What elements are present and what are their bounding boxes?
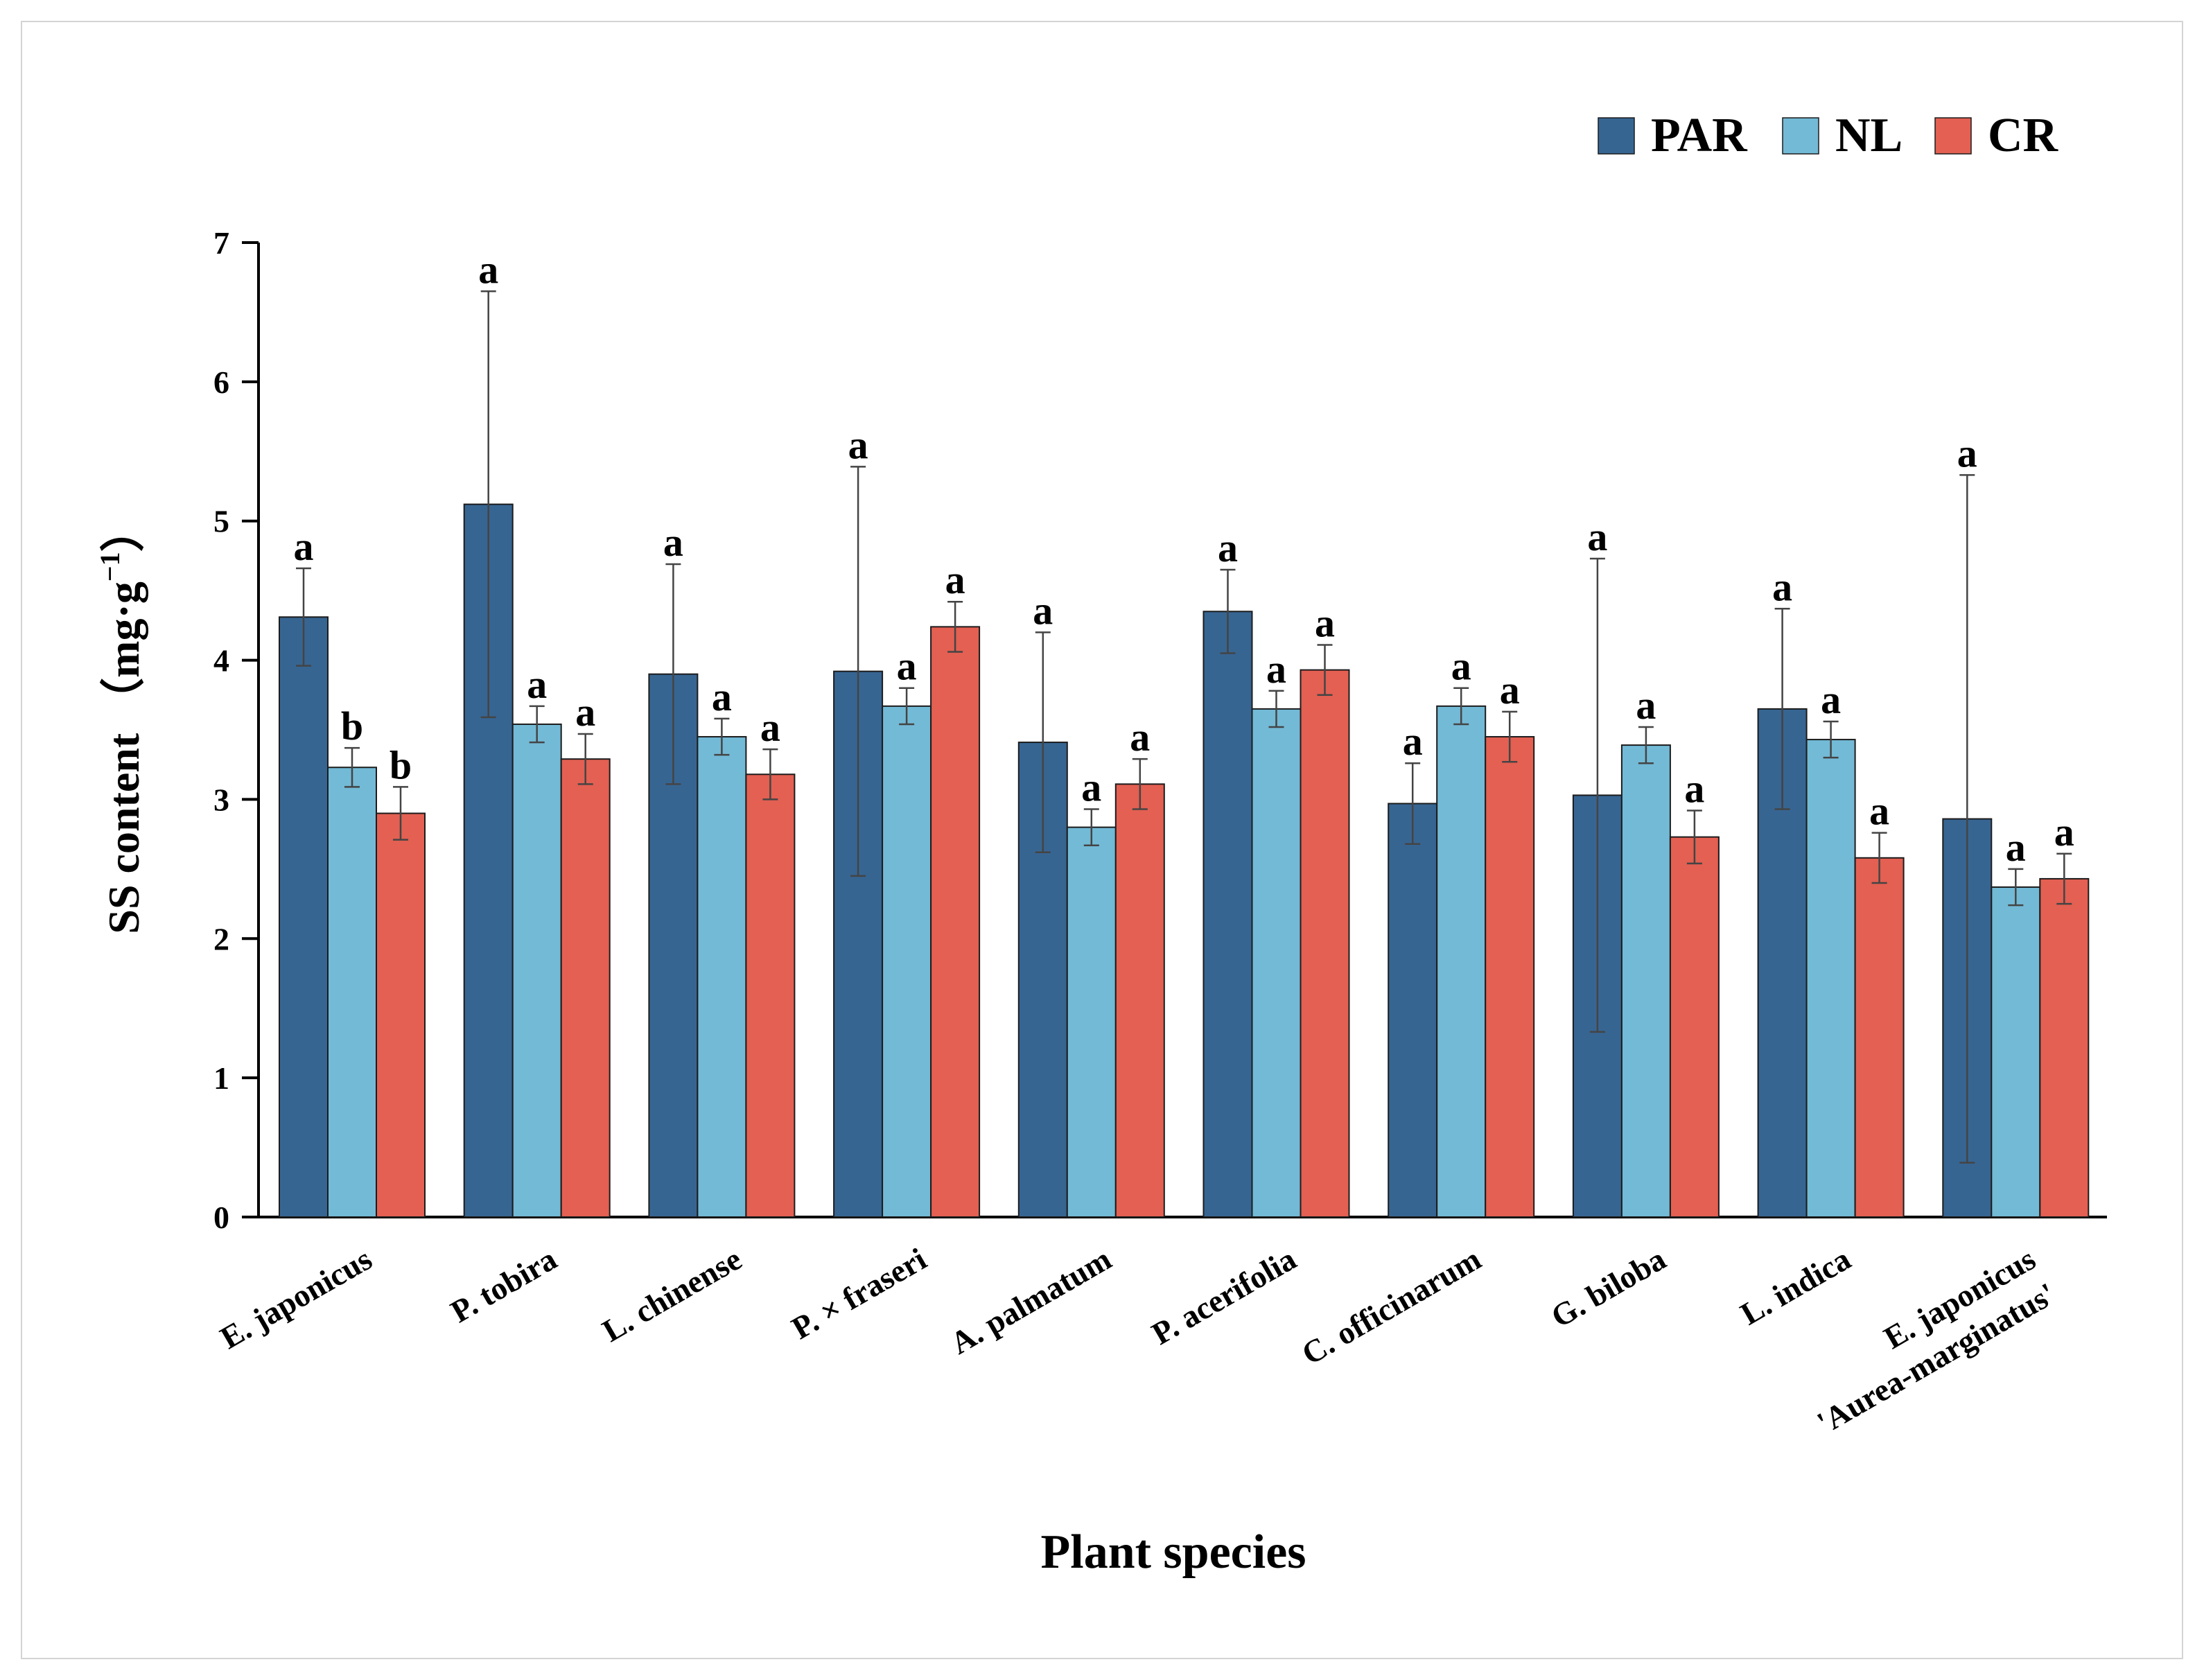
y-tick-label: 4	[213, 643, 229, 679]
x-tick-label-p-acerifolia: P. acerifolia	[1146, 1241, 1302, 1351]
y-axis-label-close: ）	[99, 507, 148, 552]
significance-label: a	[1130, 715, 1150, 760]
significance-label: a	[1266, 647, 1286, 692]
x-tick-label-l-indica: L. indica	[1735, 1241, 1857, 1331]
legend-swatch-cr	[1934, 117, 1972, 155]
significance-label: a	[1403, 719, 1423, 764]
bar-nl	[1620, 744, 1671, 1218]
legend: PAR NL CR	[1598, 109, 2059, 162]
significance-label: a	[848, 422, 868, 467]
y-tick-label: 1	[213, 1060, 229, 1096]
bar-par	[279, 616, 329, 1218]
significance-label: a	[1821, 677, 1841, 722]
bar-cr	[745, 773, 796, 1218]
significance-label: a	[478, 247, 498, 292]
significance-label: a	[575, 690, 595, 735]
bar-cr	[2039, 877, 2090, 1218]
x-tick-label-line: L. chinense	[596, 1241, 747, 1348]
y-tick-label: 0	[213, 1200, 229, 1235]
x-tick-labels: E. japonicus P. tobira L. chinense P. × fra…	[214, 1241, 2061, 1440]
significance-label: a	[1081, 764, 1101, 810]
x-tick-label-line: C. officinarum	[1296, 1241, 1487, 1372]
bar-nl	[1066, 826, 1117, 1218]
bar-cr	[1114, 783, 1165, 1218]
x-tick-label-l-chinense: L. chinense	[596, 1241, 747, 1348]
bar-cr	[376, 812, 426, 1218]
significance-label: a	[945, 557, 965, 602]
x-tick-label-line: P. × fraseri	[786, 1241, 933, 1346]
significance-label: a	[2006, 825, 2026, 870]
x-tick-label-e-japonicus: E. japonicus	[214, 1241, 378, 1356]
significance-label: a	[1957, 430, 1977, 475]
significance-label: a	[712, 674, 732, 719]
x-tick-label-line: G. biloba	[1545, 1241, 1672, 1334]
x-tick-label-line: A. palmatum	[945, 1241, 1117, 1360]
significance-label: a	[1684, 766, 1704, 811]
x-tick-label-line: P. acerifolia	[1146, 1241, 1302, 1351]
y-tick-label: 5	[213, 504, 229, 539]
y-tick-label: 2	[213, 921, 229, 956]
legend-swatch-par	[1598, 117, 1635, 155]
legend-label-par: PAR	[1651, 109, 1748, 162]
significance-label: a	[1218, 525, 1238, 570]
x-tick-label-line: P. tobira	[445, 1241, 563, 1329]
y-tick-label: 6	[213, 365, 229, 400]
y-axis-label-exponent: −1	[94, 552, 125, 581]
bars	[279, 503, 2090, 1218]
y-tick-label: 3	[213, 782, 229, 817]
bar-cr	[1300, 669, 1350, 1218]
legend-label-nl: NL	[1835, 109, 1903, 162]
x-tick-label-line: E. japonicus	[214, 1241, 378, 1356]
bar-nl	[882, 705, 932, 1218]
significance-label: a	[760, 705, 780, 750]
x-tick-label-g-biloba: G. biloba	[1545, 1241, 1672, 1334]
significance-label: a	[1451, 644, 1471, 689]
significance-label: b	[341, 703, 363, 749]
y-tick-label: 7	[213, 225, 229, 261]
bar-nl	[1991, 886, 2041, 1218]
significance-label: a	[1636, 683, 1656, 728]
bar-cr	[560, 758, 611, 1218]
error-bars	[296, 290, 2072, 1164]
y-axis-label-text: SS content （mg·g	[99, 581, 148, 934]
bar-nl	[511, 723, 562, 1218]
bar-cr	[1854, 857, 1905, 1218]
bar-nl	[697, 736, 747, 1218]
significance-label: b	[390, 742, 412, 787]
legend-label-cr: CR	[1988, 109, 2059, 162]
significance-label: a	[294, 524, 314, 569]
bar-nl	[327, 767, 377, 1218]
bar-cr	[1669, 836, 1720, 1218]
significance-label: a	[897, 644, 917, 689]
significance-label: a	[1869, 789, 1889, 834]
significance-label: a	[1315, 600, 1335, 645]
significance-label: a	[1500, 667, 1520, 712]
bar-cr	[930, 626, 981, 1218]
x-tick-label-c-officinarum: C. officinarum	[1296, 1241, 1487, 1372]
x-tick-label-p-fraseri: P. × fraseri	[786, 1241, 933, 1346]
significance-label: a	[1033, 588, 1053, 633]
bar-nl	[1251, 708, 1302, 1218]
x-tick-label-line: L. indica	[1735, 1241, 1857, 1331]
y-axis-label: SS content （mg·g−1）	[94, 507, 148, 934]
bar-par	[1202, 611, 1253, 1218]
bar-cr	[1485, 736, 1535, 1218]
legend-swatch-nl	[1782, 117, 1819, 155]
x-tick-label-a-palmatum: A. palmatum	[945, 1241, 1117, 1360]
significance-label: a	[1587, 514, 1607, 559]
significance-label: a	[1772, 564, 1792, 609]
significance-label: a	[2054, 810, 2074, 855]
x-axis-label: Plant species	[1040, 1525, 1306, 1579]
bar-nl	[1805, 739, 1856, 1218]
bar-nl	[1436, 705, 1487, 1218]
significance-label: a	[663, 520, 683, 565]
significance-label: a	[527, 662, 547, 707]
x-tick-label-p-tobira: P. tobira	[445, 1241, 563, 1329]
bar-par	[1388, 803, 1438, 1218]
